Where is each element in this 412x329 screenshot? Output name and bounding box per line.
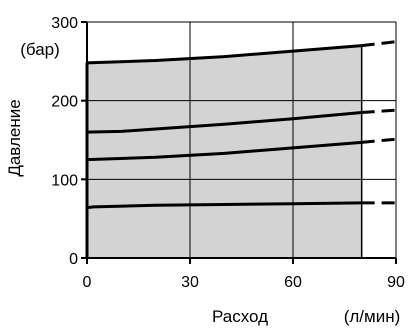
- y-axis-unit: (бар): [20, 40, 60, 59]
- y-tick-label: 100: [51, 172, 78, 189]
- x-tick-label: 0: [83, 274, 92, 291]
- y-tick-label: 200: [51, 94, 78, 111]
- x-tick-label: 60: [284, 274, 302, 291]
- series-4-solid: [86, 201, 362, 210]
- series-2-solid: [86, 110, 362, 134]
- series-group: [85, 40, 397, 258]
- y-tick-label: 0: [69, 251, 78, 268]
- shaded-region: [87, 45, 362, 258]
- series-2-dashed: [361, 108, 397, 114]
- x-tick-label: 30: [181, 274, 199, 291]
- series-1-dashed: [361, 40, 397, 48]
- y-tick-label: 300: [51, 15, 78, 32]
- series-3-dashed: [361, 137, 397, 144]
- shaded-region-group: [87, 45, 362, 258]
- x-axis-label: Расход: [212, 307, 268, 326]
- x-axis-unit: (л/мин): [344, 307, 401, 326]
- x-tick-label: 90: [387, 274, 405, 291]
- y-axis-label: Давление: [5, 99, 24, 176]
- series-1-solid: [86, 44, 362, 65]
- series-3-solid: [86, 140, 362, 162]
- tick-labels-group: 0 30 60 90 0 100 200 300: [51, 15, 405, 291]
- grid-group: [87, 21, 397, 258]
